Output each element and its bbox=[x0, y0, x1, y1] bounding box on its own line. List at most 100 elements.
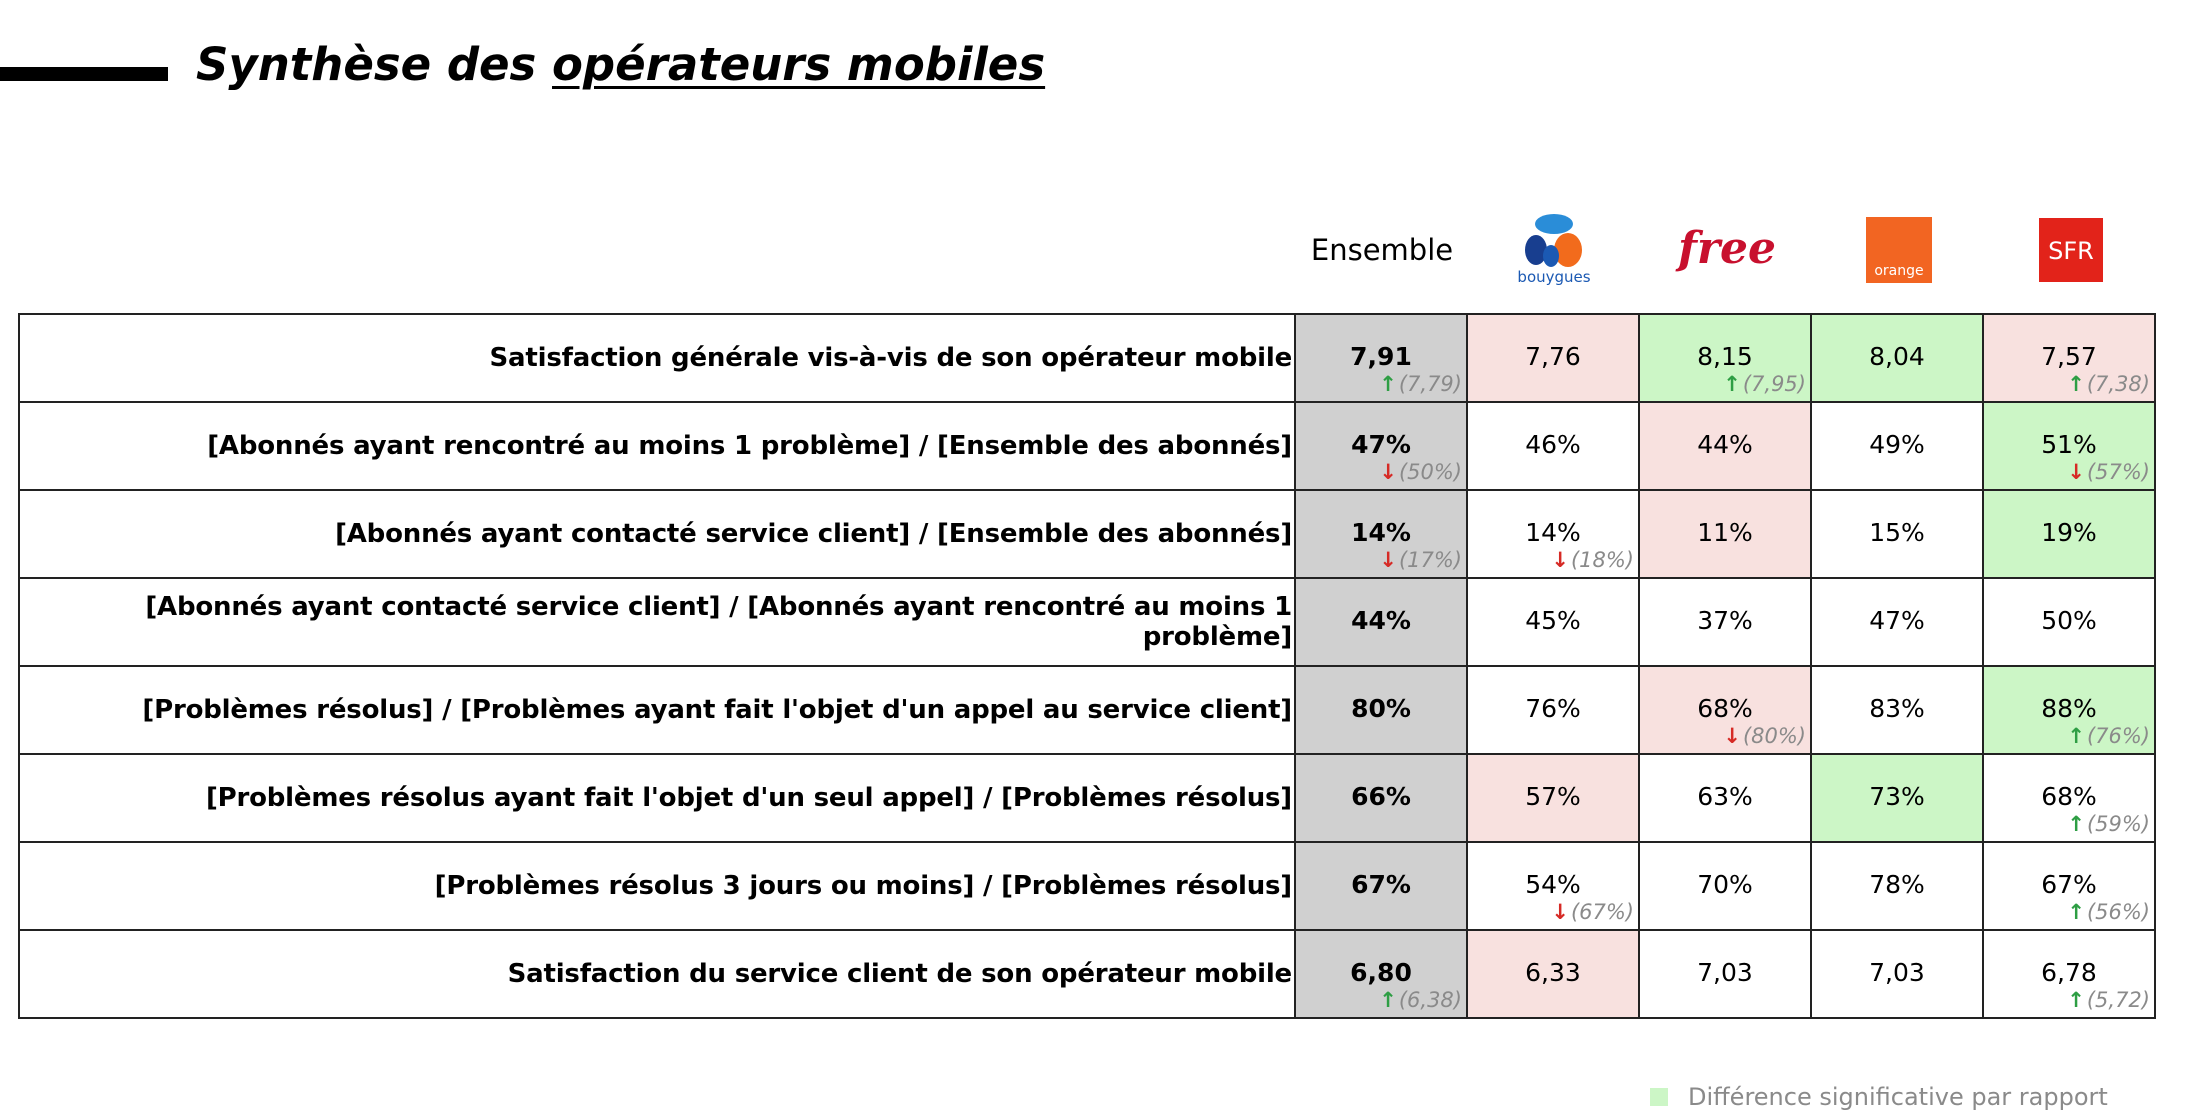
cell-value: 47% bbox=[1869, 605, 1925, 635]
table-cell: 63% bbox=[1638, 753, 1812, 843]
cell-value: 80% bbox=[1351, 693, 1411, 723]
table-cell: 83% bbox=[1810, 665, 1984, 755]
table-cell: 14% ↓(17%) bbox=[1294, 489, 1468, 579]
previous-value-text: (17%) bbox=[1398, 548, 1462, 572]
cell-value: 8,04 bbox=[1869, 341, 1925, 371]
table-cell: 45% bbox=[1466, 577, 1640, 667]
previous-value: ↑(56%) bbox=[2067, 900, 2150, 924]
table-cell: 47% ↓(50%) bbox=[1294, 401, 1468, 491]
table-cell: 15% bbox=[1810, 489, 1984, 579]
cell-value: 45% bbox=[1525, 605, 1581, 635]
table-cell: 8,15 ↑(7,95) bbox=[1638, 313, 1812, 403]
table-cell: 73% bbox=[1810, 753, 1984, 843]
cell-value: 7,76 bbox=[1525, 341, 1581, 371]
previous-value-text: (18%) bbox=[1570, 548, 1634, 572]
cell-value: 7,91 bbox=[1350, 341, 1412, 371]
previous-value: ↑(7,38) bbox=[2067, 372, 2150, 396]
cell-value: 11% bbox=[1697, 517, 1753, 547]
arrow-up-icon: ↑ bbox=[2067, 372, 2085, 396]
table-cell: 44% bbox=[1638, 401, 1812, 491]
arrow-up-icon: ↑ bbox=[1379, 372, 1397, 396]
orange-logo: orange bbox=[1813, 210, 1985, 290]
cell-value: 57% bbox=[1525, 781, 1581, 811]
table-row: [Problèmes résolus ayant fait l'objet d'… bbox=[18, 753, 2156, 843]
arrow-down-icon: ↓ bbox=[1379, 460, 1397, 484]
table-cell: 67% ↑(56%) bbox=[1982, 841, 2156, 931]
arrow-down-icon: ↓ bbox=[1379, 548, 1397, 572]
previous-value-text: (7,38) bbox=[2086, 372, 2150, 396]
table-row: [Problèmes résolus 3 jours ou moins] / [… bbox=[18, 841, 2156, 931]
previous-value: ↑(7,79) bbox=[1379, 372, 1462, 396]
previous-value: ↑(6,38) bbox=[1379, 988, 1462, 1012]
table-row: [Abonnés ayant contacté service client] … bbox=[18, 489, 2156, 579]
previous-value-text: (59%) bbox=[2086, 812, 2150, 836]
cell-value: 67% bbox=[1351, 869, 1411, 899]
cell-value: 6,80 bbox=[1350, 957, 1412, 987]
cell-value: 63% bbox=[1697, 781, 1753, 811]
table-cell: 67% bbox=[1294, 841, 1468, 931]
table-cell: 88% ↑(76%) bbox=[1982, 665, 2156, 755]
table-cell: 6,33 bbox=[1466, 929, 1640, 1019]
cell-value: 46% bbox=[1525, 429, 1581, 459]
row-label: [Problèmes résolus 3 jours ou moins] / [… bbox=[18, 841, 1296, 931]
cell-value: 88% bbox=[2041, 693, 2097, 723]
table-cell: 7,03 bbox=[1638, 929, 1812, 1019]
cell-value: 68% bbox=[1697, 693, 1753, 723]
previous-value: ↓(50%) bbox=[1379, 460, 1462, 484]
row-label: [Abonnés ayant contacté service client] … bbox=[18, 489, 1296, 579]
previous-value-text: (57%) bbox=[2086, 460, 2150, 484]
previous-value: ↑(7,95) bbox=[1723, 372, 1806, 396]
cell-value: 44% bbox=[1697, 429, 1753, 459]
previous-value: ↑(59%) bbox=[2067, 812, 2150, 836]
previous-value: ↑(5,72) bbox=[2067, 988, 2150, 1012]
table-cell: 76% bbox=[1466, 665, 1640, 755]
cell-value: 76% bbox=[1525, 693, 1581, 723]
table-row: Satisfaction du service client de son op… bbox=[18, 929, 2156, 1019]
previous-value-text: (50%) bbox=[1398, 460, 1462, 484]
table-cell: 44% bbox=[1294, 577, 1468, 667]
bouygues-logo: bouygues bbox=[1468, 210, 1640, 290]
cell-value: 7,57 bbox=[2041, 341, 2097, 371]
cell-value: 83% bbox=[1869, 693, 1925, 723]
table-cell: 46% bbox=[1466, 401, 1640, 491]
row-label: [Problèmes résolus ayant fait l'objet d'… bbox=[18, 753, 1296, 843]
cell-value: 70% bbox=[1697, 869, 1753, 899]
table-row: [Problèmes résolus] / [Problèmes ayant f… bbox=[18, 665, 2156, 755]
arrow-up-icon: ↑ bbox=[2067, 900, 2085, 924]
table-cell: 68% ↑(59%) bbox=[1982, 753, 2156, 843]
cell-value: 78% bbox=[1869, 869, 1925, 899]
previous-value-text: (76%) bbox=[2086, 724, 2150, 748]
previous-value-text: (6,38) bbox=[1398, 988, 1462, 1012]
row-label: [Abonnés ayant contacté service client] … bbox=[18, 577, 1296, 667]
table-cell: 7,03 bbox=[1810, 929, 1984, 1019]
row-label: Satisfaction générale vis-à-vis de son o… bbox=[18, 313, 1296, 403]
cell-value: 6,78 bbox=[2041, 957, 2097, 987]
previous-value: ↓(67%) bbox=[1551, 900, 1634, 924]
orange-logo-text: orange bbox=[1874, 263, 1923, 279]
table-row: [Abonnés ayant contacté service client] … bbox=[18, 577, 2156, 667]
page-title: Synthèse des opérateurs mobiles bbox=[196, 38, 1045, 91]
previous-value-text: (7,79) bbox=[1398, 372, 1462, 396]
table-cell: 37% bbox=[1638, 577, 1812, 667]
bouygues-logo-text: bouygues bbox=[1517, 268, 1590, 286]
free-logo: free bbox=[1641, 210, 1813, 290]
operators-table: Satisfaction générale vis-à-vis de son o… bbox=[18, 313, 2156, 1019]
cell-value: 51% bbox=[2041, 429, 2097, 459]
cell-value: 49% bbox=[1869, 429, 1925, 459]
cell-value: 50% bbox=[2041, 605, 2097, 635]
cell-value: 68% bbox=[2041, 781, 2097, 811]
free-logo-text: free bbox=[1675, 225, 1776, 274]
previous-value-text: (7,95) bbox=[1742, 372, 1806, 396]
table-cell: 50% bbox=[1982, 577, 2156, 667]
cell-value: 66% bbox=[1351, 781, 1411, 811]
cell-value: 47% bbox=[1351, 429, 1411, 459]
title-accent-bar bbox=[0, 67, 168, 81]
row-label: [Problèmes résolus] / [Problèmes ayant f… bbox=[18, 665, 1296, 755]
table-cell: 51% ↓(57%) bbox=[1982, 401, 2156, 491]
table-cell: 70% bbox=[1638, 841, 1812, 931]
title-underlined: opérateurs mobiles bbox=[552, 38, 1046, 91]
cell-value: 54% bbox=[1525, 869, 1581, 899]
cell-value: 15% bbox=[1869, 517, 1925, 547]
arrow-up-icon: ↑ bbox=[2067, 724, 2085, 748]
table-cell: 57% bbox=[1466, 753, 1640, 843]
